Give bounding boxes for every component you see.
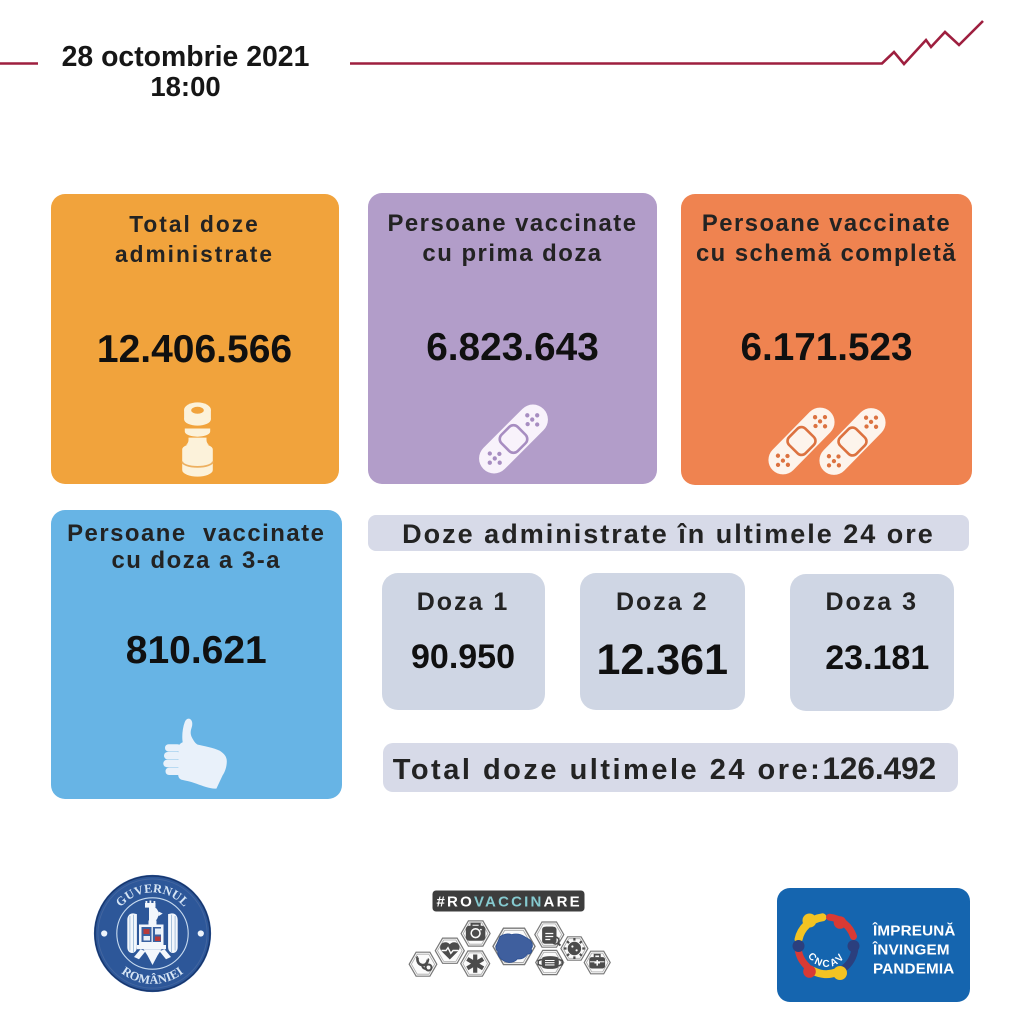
svg-text:CNCAV: CNCAV bbox=[805, 951, 848, 970]
svg-text:PANDEMIA: PANDEMIA bbox=[873, 961, 954, 978]
svg-text:ÎNVINGEM: ÎNVINGEM bbox=[872, 941, 950, 959]
svg-text:#ROVACCINARE: #ROVACCINARE bbox=[437, 894, 582, 911]
svg-text:ÎMPREUNĂ: ÎMPREUNĂ bbox=[872, 922, 956, 940]
svg-text:ROMÂNIEI: ROMÂNIEI bbox=[119, 964, 185, 987]
